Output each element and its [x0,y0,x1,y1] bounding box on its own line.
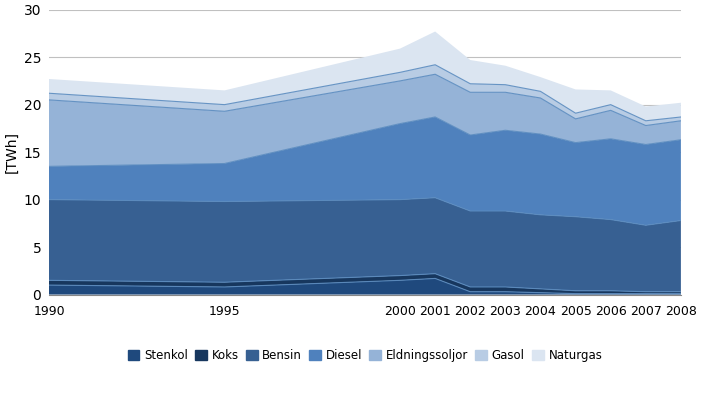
Legend: Stenkol, Koks, Bensin, Diesel, Eldningssoljor, Gasol, Naturgas: Stenkol, Koks, Bensin, Diesel, Eldningss… [128,349,602,362]
Y-axis label: [TWh]: [TWh] [4,131,18,173]
